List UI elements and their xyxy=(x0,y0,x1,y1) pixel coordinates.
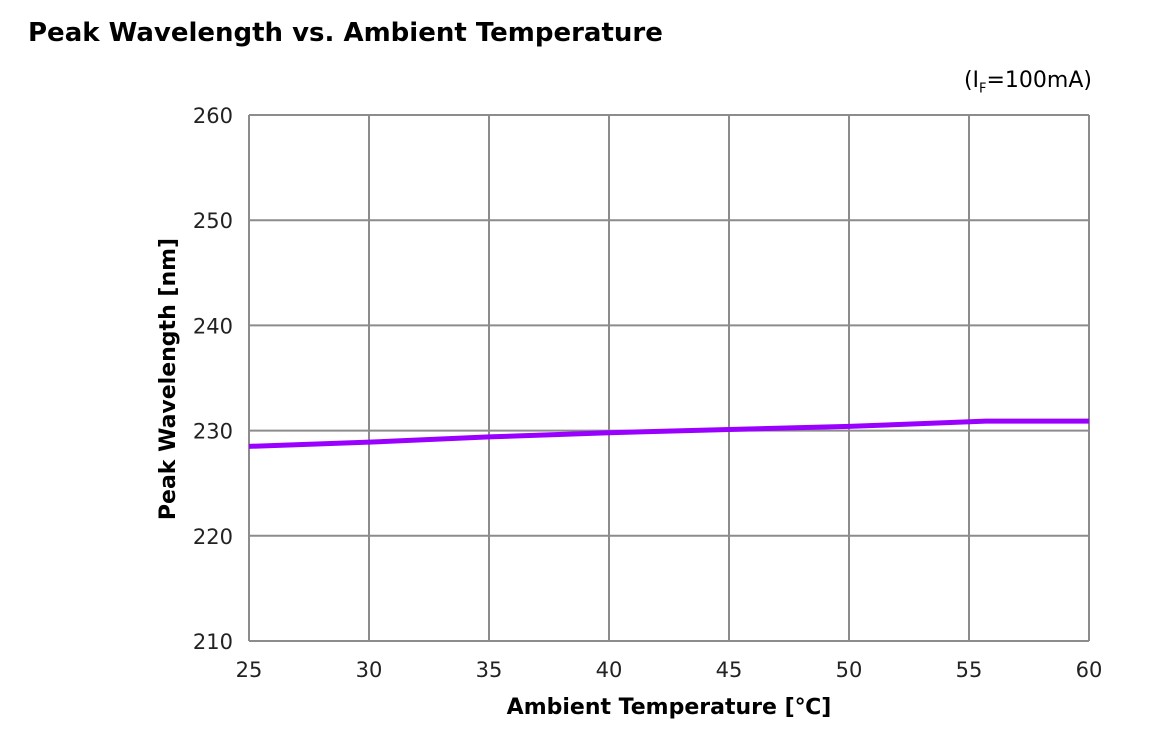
x-tick-label: 45 xyxy=(716,658,743,682)
chart-title: Peak Wavelength vs. Ambient Temperature xyxy=(28,18,663,48)
y-tick-label: 210 xyxy=(193,630,233,654)
test-condition: (IF=100mA) xyxy=(964,68,1092,96)
x-axis-label: Ambient Temperature [℃] xyxy=(507,695,832,720)
tick-labels: 25 30 35 40 45 50 55 60 210 220 230 240 250 260 xyxy=(193,104,1102,682)
x-tick-label: 60 xyxy=(1076,658,1103,682)
x-tick-label: 30 xyxy=(356,658,383,682)
series-lines xyxy=(248,418,1089,449)
x-tick-label: 50 xyxy=(836,658,863,682)
condition-subscript: F xyxy=(979,81,987,97)
condition-prefix: (I xyxy=(963,68,980,93)
series-line xyxy=(248,418,1089,449)
x-tick-label: 55 xyxy=(956,658,983,682)
y-axis-label: Peak Wavelength [nm] xyxy=(156,238,181,520)
y-tick-label: 220 xyxy=(193,525,233,549)
y-tick-label: 250 xyxy=(193,209,233,233)
y-tick-label: 260 xyxy=(193,104,233,128)
x-tick-label: 25 xyxy=(236,658,263,682)
y-tick-label: 230 xyxy=(193,420,233,444)
x-tick-label: 40 xyxy=(596,658,623,682)
x-tick-label: 35 xyxy=(476,658,503,682)
grid xyxy=(248,114,1090,642)
condition-suffix: =100mA) xyxy=(986,68,1093,93)
y-tick-label: 240 xyxy=(193,314,233,338)
